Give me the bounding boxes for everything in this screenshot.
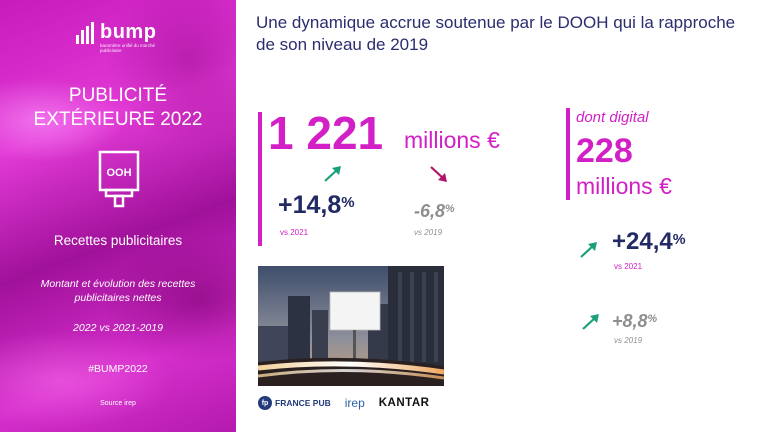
digital-growth-2021: +24,4% xyxy=(612,228,686,256)
sidebar: bump baromètre unifié du marché publicit… xyxy=(0,0,236,432)
kantar-logo: KANTAR xyxy=(378,397,430,409)
sidebar-subtitle: Recettes publicitaires xyxy=(53,233,183,248)
digital-vs-2021-label: vs 2021 xyxy=(614,262,643,271)
percent-sign: % xyxy=(672,232,686,248)
digital-unit: millions € xyxy=(576,173,672,199)
irep-logo: irep xyxy=(344,396,365,410)
billboard-icon: OOH xyxy=(98,150,140,208)
total-vs-2021-label: vs 2021 xyxy=(280,228,309,237)
digital-growth-2019: +8,8% xyxy=(612,310,657,332)
slide-heading: Une dynamique accrue soutenue par le DOO… xyxy=(256,13,736,54)
sidebar-years: 2022 vs 2021-2019 xyxy=(73,322,163,334)
accent-line-total xyxy=(258,112,262,246)
total-growth-2021: +14,8% xyxy=(278,190,355,220)
total-growth-2019-value: -6,8 xyxy=(414,201,446,221)
francepub-text: FRANCE PUB xyxy=(275,398,331,408)
bars-icon xyxy=(76,22,94,44)
digital-growth-2019-value: +8,8 xyxy=(612,311,648,331)
page-title: PUBLICITÉ EXTÉRIEURE 2022 xyxy=(0,84,236,132)
ooh-label: OOH xyxy=(106,167,131,179)
total-growth-2021-value: +14,8 xyxy=(278,191,342,219)
francepub-mark: fp xyxy=(258,396,272,410)
arrow-up-icon xyxy=(582,314,599,330)
total-unit: millions € xyxy=(404,127,500,153)
partner-logos: fp FRANCE PUB irep KANTAR xyxy=(258,393,429,413)
bump-logo: bump baromètre unifié du marché publicit… xyxy=(76,22,162,53)
percent-sign: % xyxy=(445,203,455,215)
digital-value: 228 xyxy=(576,132,633,170)
logo-word: bump xyxy=(100,21,157,43)
sidebar-description: Montant et évolution des recettes public… xyxy=(40,278,196,304)
billboard-photo xyxy=(258,266,444,386)
total-vs-2019-label: vs 2019 xyxy=(414,228,443,237)
arrow-down-icon xyxy=(430,166,447,182)
arrow-up-icon xyxy=(324,166,341,182)
francepub-logo: fp FRANCE PUB xyxy=(258,396,331,410)
digital-label: dont digital xyxy=(576,109,649,126)
digital-growth-2021-value: +24,4 xyxy=(612,228,673,255)
logo-tagline: baromètre unifié du marché publicitaire xyxy=(100,43,156,53)
arrow-up-icon xyxy=(580,242,597,258)
hashtag[interactable]: #BUMP2022 xyxy=(88,363,148,375)
digital-vs-2019-label: vs 2019 xyxy=(614,336,643,345)
total-value: 1 221 xyxy=(268,107,384,159)
percent-sign: % xyxy=(647,313,658,325)
title-line-1: PUBLICITÉ xyxy=(68,85,168,106)
source-note: Source irep xyxy=(100,400,136,407)
percent-sign: % xyxy=(341,194,355,211)
accent-line-digital xyxy=(566,108,570,200)
total-growth-2019: -6,8% xyxy=(414,200,455,222)
title-line-2: EXTÉRIEURE 2022 xyxy=(33,109,203,130)
